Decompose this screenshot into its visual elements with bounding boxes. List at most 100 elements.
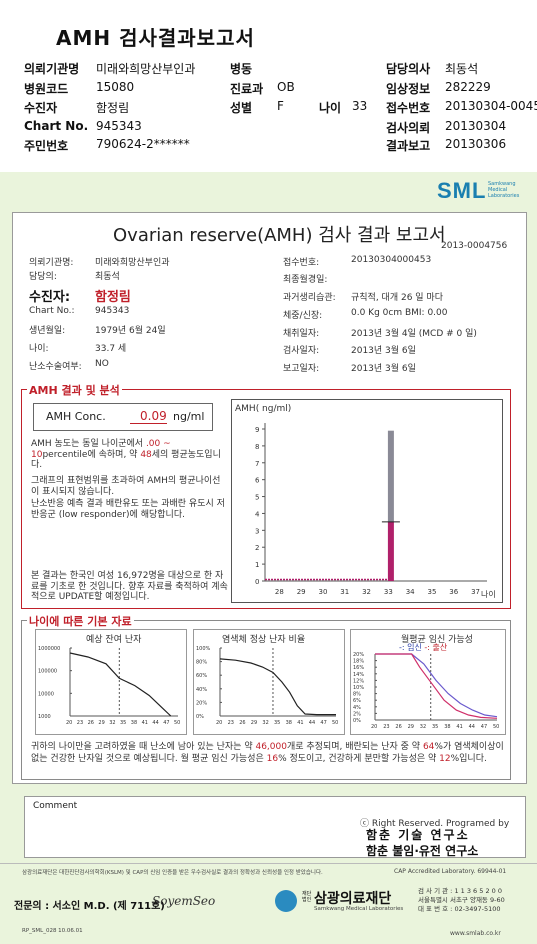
x-tick-label: 38 — [444, 724, 450, 730]
comment-box[interactable]: Comment — [24, 796, 526, 858]
amh-paragraph-1: AMH 농도는 동일 나이군에서 .00 ~ 10percentile에 속하며… — [31, 439, 221, 470]
foundation-logo-icon — [275, 890, 297, 912]
y-tick-label: 9 — [255, 426, 259, 434]
sex-value: F — [277, 99, 284, 113]
y-tick-label: 5 — [255, 494, 259, 502]
x-tick-label: 29 — [297, 588, 306, 596]
info-label: 최종월경일: — [283, 275, 328, 285]
request-value: 20130304 — [445, 119, 507, 133]
x-tick-label: 41 — [456, 724, 462, 730]
clinical-value: 282229 — [445, 80, 491, 94]
receipt-value: 20130304-00453 — [445, 99, 537, 113]
y-tick-label: 40% — [196, 687, 207, 693]
x-tick-label: 20 — [66, 720, 72, 726]
y-tick-label: 16% — [353, 665, 364, 671]
foundation-name: 삼광의료재단 — [314, 891, 392, 907]
info-value: 2013년 3월 6일 — [351, 346, 416, 356]
normal-egg-chart: 염색체 정상 난자 비율 20 23 26 29 32 35 38 41 44 47 50 100% 8… — [193, 629, 345, 735]
signature: SoyemSeo — [152, 894, 216, 908]
chart-title: 예상 잔여 난자 — [86, 635, 142, 645]
y-tick-label: 20% — [353, 652, 364, 658]
receipt-label: 접수번호 — [386, 101, 431, 115]
info-value: 33.7 세 — [95, 344, 127, 354]
x-tick-label: 35 — [428, 588, 437, 596]
x-tick-label: 47 — [320, 720, 326, 726]
info-label: 검사일자: — [283, 346, 320, 356]
age-value: 33 — [352, 99, 368, 113]
y-tick-label: 0% — [196, 714, 204, 720]
contact-info: 검 사 기 관 : 1 1 3 6 5 2 0 0 서울특별시 서초구 양재동 … — [418, 887, 505, 913]
x-tick-label: 23 — [228, 720, 234, 726]
dept-label: 진료과 — [230, 82, 264, 96]
comment-label: Comment — [33, 801, 78, 811]
y-tick-label: 10% — [353, 685, 364, 691]
patient-label: 수진자 — [24, 101, 58, 115]
x-tick-label: 29 — [98, 720, 104, 726]
basic-summary: 귀하의 나이만을 고려하였을 때 난소에 남아 있는 난자는 약 46,000개… — [31, 742, 504, 764]
normal-egg-svg: 20 23 26 29 32 35 38 41 44 47 50 100% 80% 60% 40% 20% 0% — [196, 646, 338, 726]
y-tick-label: 6 — [255, 477, 260, 485]
age-label: 나이 — [319, 101, 342, 115]
basic-section-title: 나이에 따른 기본 자료 — [27, 613, 134, 629]
clinical-label: 임상정보 — [386, 82, 431, 96]
report-card: Ovarian reserve(AMH) 검사 결과 보고서 2013-0004… — [12, 212, 527, 784]
y-tick-label: 4% — [353, 705, 361, 711]
chart-label: Chart No. — [24, 119, 89, 133]
y-tick-label: 0% — [353, 718, 361, 724]
divider — [0, 863, 537, 864]
info-value: NO — [95, 359, 109, 369]
info-label: 나이: — [29, 344, 49, 354]
amh-paragraph-2: 그래프의 표현범위를 초과하여 AMH의 평균나이선이 표시되지 않습니다. — [31, 476, 221, 497]
amh-paragraph-4: 본 결과는 한국인 여성 16,972명을 대상으로 한 자료를 기초로 한 것… — [31, 571, 228, 602]
amh-conc-unit: ng/ml — [173, 410, 205, 423]
info-label: 생년월일: — [29, 326, 66, 336]
x-tick-label: 32 — [262, 720, 268, 726]
doc-number: 2013-0004756 — [441, 241, 508, 251]
info-value: 미래와희망산부인과 — [95, 258, 170, 268]
y-tick-label: 3 — [255, 527, 259, 535]
x-axis-label: 나이 — [481, 589, 496, 599]
chart-title: 염색체 정상 난자 비율 — [222, 635, 306, 645]
x-tick-label: 32 — [362, 588, 371, 596]
x-tick-label: 35 — [274, 720, 280, 726]
institution-value: 미래와희망산부인과 — [96, 62, 196, 76]
bar-upper — [387, 430, 394, 522]
x-tick-label: 44 — [469, 724, 475, 730]
info-label: Chart No.: — [29, 306, 75, 316]
patient-name: 함정림 — [95, 290, 131, 305]
footer-note: 삼광의료재단은 대한진단검사의학회(KSLM) 및 CAP의 신임 인증을 받은… — [22, 870, 323, 876]
info-value: 2013년 3월 6일 — [351, 364, 416, 374]
amh-conc-box: AMH Conc. 0.09 ng/ml — [33, 403, 213, 431]
report-sheet: SML Samkwang Medical Laboratories Ovarian … — [0, 172, 537, 944]
form-number: RP_SML_028 10.06.01 — [22, 928, 83, 934]
x-tick-label: 30 — [319, 588, 328, 596]
ward-label: 병동 — [230, 62, 253, 76]
info-label: 과거생리습관: — [283, 293, 336, 303]
x-tick-label: 26 — [88, 720, 94, 726]
info-value: 1979년 6월 24일 — [95, 326, 166, 336]
amh-section — [21, 389, 511, 609]
dept-value: OB — [277, 80, 295, 94]
x-tick-label: 38 — [131, 720, 137, 726]
amh-chart: AMH( ng/ml) 0 1 2 3 4 5 6 7 8 9 28 29 30 31 32 33 34 35 36 3… — [231, 399, 503, 603]
series-line-1 — [375, 653, 498, 719]
x-tick-label: 32 — [420, 724, 426, 730]
cap-note: CAP Accredited Laboratory. 69944-01 — [394, 868, 507, 875]
org-1: 함춘 기술 연구소 — [366, 828, 470, 842]
x-tick-label: 41 — [297, 720, 303, 726]
y-tick-label: 18% — [353, 659, 364, 665]
x-tick-label: 32 — [109, 720, 115, 726]
rights-text: ⓒ Right Reserved. Programed by — [360, 819, 510, 829]
amh-section-title: AMH 결과 및 분석 — [27, 382, 122, 398]
foundation-en: Samkwang Medical Laboratories — [314, 906, 404, 912]
x-tick-label: 41 — [142, 720, 148, 726]
x-tick-label: 47 — [481, 724, 487, 730]
x-tick-label: 44 — [309, 720, 315, 726]
doctor-value: 최동석 — [445, 62, 479, 76]
amh-conc-value: 0.09 — [130, 409, 167, 424]
amh-paragraph-3: 난소반응 예측 결과 배란유도 또는 과배란 유도시 저반응군 (low res… — [31, 499, 225, 520]
chart-title: AMH( ng/ml) — [235, 404, 291, 414]
info-label: 체중/신장: — [283, 311, 323, 321]
request-label: 검사의뢰 — [386, 121, 431, 135]
